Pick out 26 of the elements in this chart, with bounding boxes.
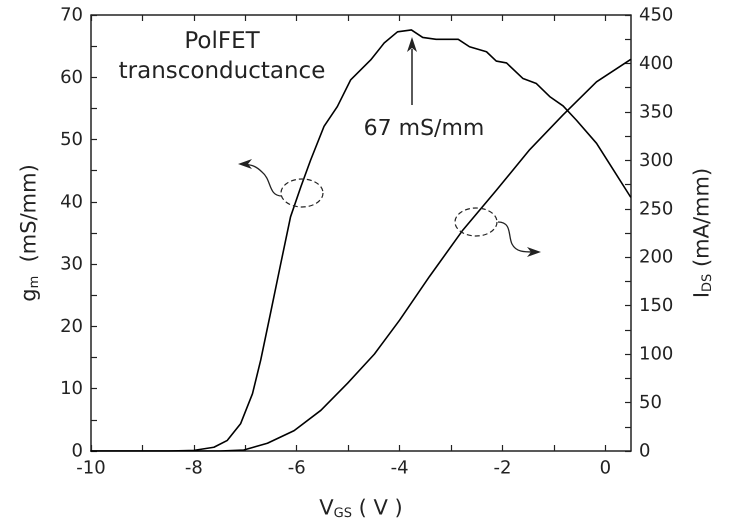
x-tick-label: 0 [600, 458, 612, 478]
y-axis-title: gm (mS/mm) [16, 164, 42, 302]
y-tick-label: 20 [60, 316, 83, 337]
y2-tick-label: 250 [639, 198, 674, 220]
y-tick-label: 60 [60, 66, 83, 88]
x-tick-label: -2 [493, 458, 512, 478]
y-tick-label: 70 [60, 4, 83, 26]
y2-tick-label: 100 [639, 344, 674, 365]
y2-tick-label: 450 [639, 4, 674, 26]
y2-tick-label: 300 [639, 150, 674, 171]
x-tick-label: -8 [184, 458, 203, 478]
y2-tick-label: 50 [639, 392, 662, 414]
x-tick-label: -6 [288, 458, 306, 478]
y-tick-label: 40 [60, 191, 83, 212]
y2-tick-label: 0 [639, 440, 650, 462]
y2-axis-title: IDS (mA/mm) [690, 168, 715, 298]
annotation: 67 mS/mm [364, 116, 484, 141]
y-tick-label: 50 [60, 129, 83, 150]
y-tick-label: 10 [60, 378, 83, 400]
y2-tick-label: 200 [639, 246, 674, 268]
y2-tick-label: 350 [639, 101, 674, 122]
y-tick-label: 30 [60, 254, 83, 275]
y2-tick-label: 150 [639, 295, 674, 316]
annotation: PolFET transconductance [118, 28, 326, 84]
y2-tick-label: 400 [639, 52, 674, 74]
x-tick-label: -4 [390, 458, 409, 478]
